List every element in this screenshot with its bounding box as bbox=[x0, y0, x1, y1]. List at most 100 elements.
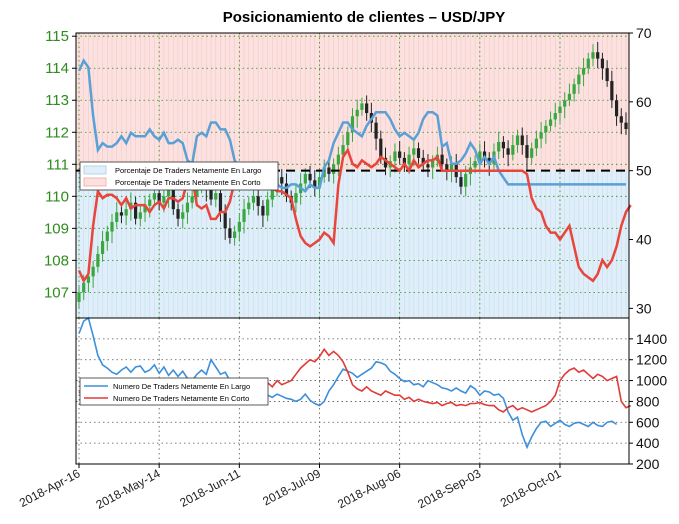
candle-body bbox=[515, 135, 520, 146]
candle-body bbox=[133, 202, 138, 219]
candle-body bbox=[190, 196, 194, 203]
candle-body bbox=[355, 109, 359, 117]
candle-body bbox=[214, 193, 218, 200]
bottom-legend-box bbox=[79, 377, 269, 406]
candle-body bbox=[586, 58, 590, 69]
candle-body bbox=[379, 138, 383, 158]
candle-body bbox=[605, 68, 609, 82]
date-tick-label: 2018-Sep-03 bbox=[415, 466, 483, 511]
candle-body bbox=[96, 253, 100, 267]
candle-body bbox=[553, 113, 557, 120]
candle-body bbox=[421, 157, 425, 165]
count-tick-label: 200 bbox=[636, 456, 660, 472]
candle-body bbox=[223, 212, 227, 229]
candle-body bbox=[152, 193, 157, 200]
candle-body bbox=[511, 145, 515, 155]
price-tick-label: 107 bbox=[44, 284, 69, 301]
candle-body bbox=[464, 173, 468, 187]
candle-body bbox=[270, 186, 274, 200]
candle-body bbox=[600, 58, 605, 69]
candle-body bbox=[558, 106, 562, 114]
percentage-axis-ticks: 30 40 50 60 70 bbox=[629, 25, 652, 316]
candle-body bbox=[487, 157, 491, 165]
date-tick-label: 2018-May-14 bbox=[94, 466, 163, 512]
candle-body bbox=[308, 173, 312, 181]
price-percentage-panel: 107 108 109 110 111 112 113 114 115 30 40 50 60 70 P… bbox=[44, 25, 652, 319]
candle-body bbox=[294, 193, 298, 203]
candle-body bbox=[86, 276, 91, 283]
candle-body bbox=[567, 93, 572, 101]
candle-body bbox=[402, 157, 406, 165]
candle-body bbox=[181, 212, 185, 219]
trader-count-panel: 200 400 600 800 1000 1200 1400 Numero De Trade… bbox=[75, 316, 667, 472]
bottom-legend: Numero De Traders Netamente En Largo Num… bbox=[79, 377, 269, 406]
legend-label-short-pct: Porcentaje De Traders Netamente En Corto bbox=[115, 178, 261, 187]
candle-body bbox=[383, 157, 388, 168]
candle-body bbox=[577, 74, 581, 85]
price-axis-ticks: 107 108 109 110 111 112 113 114 115 bbox=[44, 28, 76, 301]
price-tick-label: 109 bbox=[44, 220, 69, 237]
price-tick-label: 114 bbox=[45, 60, 69, 77]
candle-body bbox=[525, 145, 529, 158]
candle-body bbox=[233, 231, 237, 238]
candle-body bbox=[473, 161, 477, 168]
candle-body bbox=[105, 231, 109, 242]
candle-body bbox=[166, 189, 171, 197]
candle-body bbox=[449, 164, 454, 171]
date-axis-ticks: 2018-Apr-16 2018-May-14 2018-Jun-11 2018-Ju… bbox=[17, 464, 564, 512]
candle-body bbox=[614, 100, 619, 117]
candle-body bbox=[563, 100, 567, 107]
candle-body bbox=[327, 167, 331, 174]
candle-body bbox=[610, 81, 614, 101]
price-tick-label: 112 bbox=[45, 124, 69, 141]
candle-body bbox=[346, 132, 350, 146]
date-tick-label: 2018-Oct-01 bbox=[498, 466, 564, 510]
candle-body bbox=[374, 122, 378, 139]
candle-body bbox=[591, 52, 595, 59]
count-tick-label: 600 bbox=[636, 414, 660, 430]
short-percentage-line bbox=[77, 147, 632, 284]
candle-body bbox=[115, 212, 119, 222]
candle-body bbox=[261, 205, 265, 216]
percentage-tick-label: 30 bbox=[636, 300, 652, 316]
top-legend-box bbox=[79, 161, 279, 191]
candle-body bbox=[534, 138, 539, 149]
candle-body bbox=[176, 209, 180, 219]
candle-body bbox=[110, 221, 114, 232]
candle-body bbox=[143, 205, 147, 213]
candle-body bbox=[544, 125, 548, 133]
candle-body bbox=[416, 148, 421, 158]
candle-body bbox=[431, 161, 435, 168]
candle-body bbox=[482, 151, 487, 158]
candle-body bbox=[280, 177, 284, 184]
candle-body bbox=[237, 221, 241, 232]
candle-body bbox=[317, 177, 322, 187]
candle-body bbox=[157, 193, 161, 203]
candle-body bbox=[365, 103, 369, 114]
candle-body bbox=[303, 173, 307, 184]
candle-body bbox=[393, 151, 397, 162]
candle-body bbox=[539, 132, 543, 139]
count-tick-label: 800 bbox=[636, 393, 660, 409]
candle-body bbox=[228, 228, 232, 238]
candle-body bbox=[445, 164, 449, 171]
top-legend: Porcentaje De Traders Netamente En Largo… bbox=[79, 161, 279, 191]
candle-body bbox=[218, 193, 223, 213]
candle-body bbox=[530, 148, 534, 158]
candle-body bbox=[497, 141, 501, 152]
count-tick-label: 400 bbox=[636, 435, 660, 451]
count-tick-label: 1200 bbox=[636, 352, 667, 368]
candle-body bbox=[407, 154, 411, 165]
legend-swatch-long-pct bbox=[83, 165, 107, 175]
candle-body bbox=[412, 148, 416, 155]
candle-body bbox=[138, 212, 142, 219]
legend-label-long-pct: Porcentaje De Traders Netamente En Largo bbox=[115, 166, 261, 175]
date-tick-label: 2018-Jul-09 bbox=[260, 466, 323, 508]
candle-body bbox=[332, 164, 336, 174]
candle-body bbox=[119, 212, 124, 216]
candle-body bbox=[350, 116, 355, 133]
candle-body bbox=[501, 141, 505, 149]
percentage-tick-label: 50 bbox=[636, 163, 652, 179]
candle-body bbox=[313, 180, 317, 187]
candle-body bbox=[77, 292, 81, 302]
